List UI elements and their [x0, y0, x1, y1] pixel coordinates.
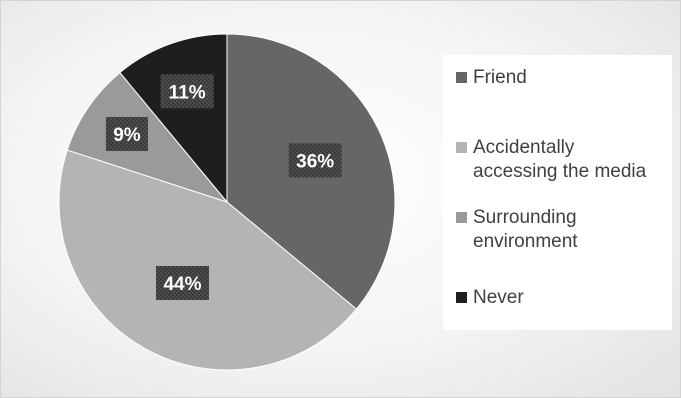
data-label-box-surrounding-environment [105, 117, 148, 152]
data-label-never: 11% [169, 82, 206, 103]
data-label-box-friend [288, 143, 342, 178]
data-label-friend: 36% [296, 152, 334, 173]
legend-swatch-never [456, 292, 467, 303]
legend-item-accidentally-accessing-the-media: Accidentally accessing the media [456, 136, 646, 184]
data-label-box-accidentally-accessing-the-media [155, 265, 209, 300]
data-label-accidentally-accessing-the-media: 44% [163, 274, 201, 295]
legend-label-never: Never [473, 287, 524, 308]
legend-swatch-surrounding-environment [456, 212, 467, 223]
legend-item-never: Never [456, 286, 524, 310]
legend-label-accidentally-accessing-the-media: Accidentally accessing the media [473, 137, 647, 182]
pie-slice-accidentally-accessing-the-media [58, 149, 358, 371]
data-label-box-never [160, 74, 214, 109]
legend-swatch-friend [456, 72, 467, 83]
legend-item-surrounding-environment: Surrounding environment [456, 206, 578, 254]
legend-swatch-accidentally-accessing-the-media [456, 142, 467, 153]
data-label-surrounding-environment: 9% [113, 125, 141, 146]
legend: Friend Accidentally accessing the media … [443, 55, 672, 330]
legend-item-friend: Friend [456, 66, 527, 90]
legend-label-friend: Friend [473, 67, 527, 88]
legend-label-surrounding-environment: Surrounding environment [473, 207, 578, 252]
